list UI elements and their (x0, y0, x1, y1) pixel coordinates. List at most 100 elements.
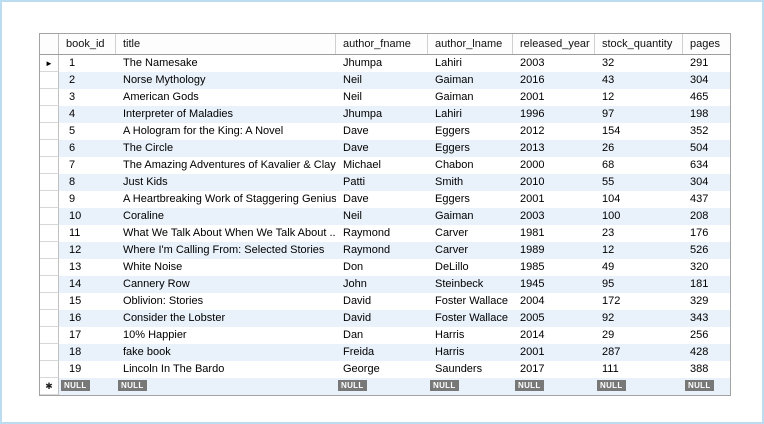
cell-author_lname[interactable]: Foster Wallace (435, 295, 508, 307)
cell-pages[interactable]: 181 (683, 276, 730, 293)
cell-released_year[interactable]: 2004 (520, 295, 545, 307)
cell-stock_quantity[interactable]: 154 (602, 125, 621, 137)
cell-author_lname[interactable]: Harris (435, 329, 465, 341)
cell-book_id[interactable]: 16 (59, 310, 116, 327)
cell-book_id[interactable]: 2 (59, 72, 116, 89)
cell-author_lname[interactable]: Gaiman (435, 91, 474, 103)
cell-author_fname[interactable]: Michael (343, 159, 381, 171)
cell-title[interactable]: fake book (116, 344, 336, 361)
cell-stock_quantity[interactable]: 32 (602, 57, 615, 69)
cell-title[interactable]: American Gods (123, 91, 199, 103)
cell-pages[interactable]: 176 (690, 227, 709, 239)
cell-released_year[interactable]: 2016 (513, 72, 595, 89)
row-selector-cell[interactable] (40, 191, 59, 208)
new-row-selector-cell[interactable]: ✱ (40, 378, 59, 395)
row-selector-cell[interactable] (40, 208, 59, 225)
cell-book_id[interactable]: 17 (69, 329, 82, 341)
cell-book_id[interactable]: 14 (59, 276, 116, 293)
cell-title[interactable]: Coraline (116, 208, 336, 225)
cell-author_lname[interactable]: Steinbeck (428, 276, 513, 293)
cell-book_id[interactable]: 8 (59, 174, 116, 191)
cell-author_fname[interactable]: Dave (343, 125, 369, 137)
row-selector-cell[interactable] (40, 276, 59, 293)
cell-title[interactable]: Oblivion: Stories (123, 295, 204, 307)
cell-author_lname[interactable]: Carver (435, 227, 469, 239)
cell-pages[interactable]: 634 (690, 159, 709, 171)
cell-stock_quantity[interactable]: 12 (595, 242, 683, 259)
cell-stock_quantity[interactable]: 43 (595, 72, 683, 89)
column-header-author_lname[interactable]: author_lname (428, 34, 513, 54)
cell-released_year[interactable]: 2014 (520, 329, 545, 341)
cell-released_year[interactable]: 1996 (513, 106, 595, 123)
cell-stock_quantity[interactable]: 23 (602, 227, 615, 239)
null-cell-title[interactable]: NULL (116, 378, 336, 395)
cell-pages[interactable]: 304 (683, 72, 730, 89)
cell-title[interactable]: Consider the Lobster (116, 310, 336, 327)
cell-author_fname[interactable]: Freida (336, 344, 428, 361)
row-selector-cell[interactable] (40, 259, 59, 276)
cell-author_fname[interactable]: John (336, 276, 428, 293)
column-header-pages[interactable]: pages (690, 38, 720, 50)
cell-author_lname[interactable]: Smith (428, 174, 513, 191)
cell-pages[interactable]: 291 (690, 57, 709, 69)
cell-stock_quantity[interactable]: 95 (595, 276, 683, 293)
column-header-released_year[interactable]: released_year (513, 34, 595, 54)
cell-stock_quantity[interactable]: 55 (595, 174, 683, 191)
cell-author_fname[interactable]: Don (343, 261, 364, 273)
cell-author_lname[interactable]: Lahiri (428, 106, 513, 123)
cell-title[interactable]: Interpreter of Maladies (116, 106, 336, 123)
row-selector-cell[interactable] (40, 242, 59, 259)
cell-title[interactable]: Lincoln In The Bardo (123, 363, 225, 375)
cell-author_lname[interactable]: Saunders (435, 363, 483, 375)
cell-author_fname[interactable]: Neil (336, 208, 428, 225)
cell-book_id[interactable]: 12 (59, 242, 116, 259)
cell-author_fname[interactable]: Dave (343, 193, 369, 205)
cell-author_lname[interactable]: Lahiri (435, 57, 462, 69)
cell-released_year[interactable]: 2003 (513, 208, 595, 225)
cell-author_lname[interactable]: Gaiman (428, 208, 513, 225)
cell-book_id[interactable]: 13 (69, 261, 82, 273)
cell-title[interactable]: Cannery Row (116, 276, 336, 293)
column-header-author_fname[interactable]: author_fname (336, 34, 428, 54)
cell-stock_quantity[interactable]: 29 (602, 329, 615, 341)
cell-pages[interactable]: 256 (690, 329, 709, 341)
cell-title[interactable]: A Heartbreaking Work of Staggering Geniu… (123, 193, 336, 205)
cell-stock_quantity[interactable]: 12 (602, 91, 615, 103)
row-selector-cell[interactable] (40, 361, 59, 378)
cell-author_lname[interactable]: Foster Wallace (428, 310, 513, 327)
cell-title[interactable]: A Hologram for the King: A Novel (123, 125, 284, 137)
cell-book_id[interactable]: 4 (59, 106, 116, 123)
cell-released_year[interactable]: 2010 (513, 174, 595, 191)
cell-author_fname[interactable]: Raymond (343, 227, 391, 239)
row-selector-cell[interactable] (40, 327, 59, 344)
cell-author_fname[interactable]: Patti (336, 174, 428, 191)
row-selector-cell[interactable] (40, 310, 59, 327)
cell-title[interactable]: The Circle (116, 140, 336, 157)
cell-released_year[interactable]: 2017 (520, 363, 545, 375)
cell-released_year[interactable]: 2012 (520, 125, 545, 137)
row-selector-cell[interactable] (40, 344, 59, 361)
cell-stock_quantity[interactable]: 92 (595, 310, 683, 327)
cell-pages[interactable]: 304 (683, 174, 730, 191)
cell-released_year[interactable]: 1981 (520, 227, 545, 239)
cell-released_year[interactable]: 2001 (520, 91, 545, 103)
cell-pages[interactable]: 428 (683, 344, 730, 361)
cell-author_fname[interactable]: Raymond (336, 242, 428, 259)
cell-stock_quantity[interactable]: 111 (602, 363, 619, 375)
cell-stock_quantity[interactable]: 287 (595, 344, 683, 361)
cell-title[interactable]: What We Talk About When We Talk About ..… (123, 227, 336, 239)
column-header-title[interactable]: title (116, 34, 336, 54)
cell-book_id[interactable]: 5 (69, 125, 76, 137)
cell-book_id[interactable]: 3 (69, 91, 76, 103)
cell-released_year[interactable]: 2003 (520, 57, 545, 69)
column-header-stock_quantity[interactable]: stock_quantity (595, 34, 683, 54)
cell-book_id[interactable]: 18 (59, 344, 116, 361)
cell-title[interactable]: White Noise (123, 261, 183, 273)
cell-author_lname[interactable]: Carver (428, 242, 513, 259)
row-selector-cell[interactable] (40, 140, 59, 157)
cell-author_lname[interactable]: Eggers (428, 140, 513, 157)
cell-author_fname[interactable]: George (343, 363, 380, 375)
cell-author_lname[interactable]: Eggers (435, 193, 470, 205)
row-selector-cell[interactable] (40, 106, 59, 123)
cell-title[interactable]: 10% Happier (123, 329, 187, 341)
